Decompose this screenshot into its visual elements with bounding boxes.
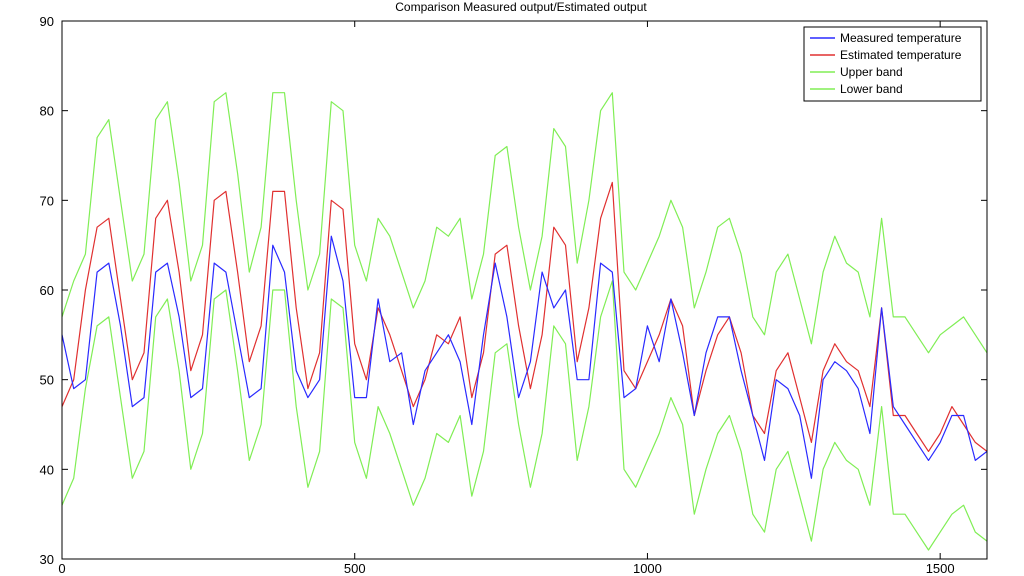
- axis-layer: 0 500 1000 1500 30 40 50 60 70 80 90: [40, 14, 987, 576]
- legend-label-measured-temperature: Measured temperature: [840, 31, 962, 45]
- plot-frame: [61, 20, 988, 560]
- series-line-estimated-temperature: [61, 181, 988, 452]
- y-tick-label: 70: [40, 193, 54, 208]
- y-tick-label: 90: [40, 14, 54, 29]
- legend-label-upper-band: Upper band: [840, 65, 903, 79]
- x-tick-label: 1500: [926, 561, 955, 576]
- series-line-measured-temperature: [61, 235, 988, 479]
- series-layer: [61, 92, 988, 551]
- legend: Measured temperature Estimated temperatur…: [803, 26, 982, 102]
- y-tick-label: 30: [40, 552, 54, 567]
- legend-label-lower-band: Lower band: [840, 82, 903, 96]
- x-tick-label: 0: [58, 561, 65, 576]
- y-tick-label: 60: [40, 283, 54, 298]
- y-tick-label: 40: [40, 462, 54, 477]
- series-line-upper-band: [61, 92, 988, 354]
- x-tick-label: 500: [344, 561, 366, 576]
- series-line-lower-band: [61, 280, 988, 551]
- y-tick-label: 50: [40, 373, 54, 388]
- chart-title: Comparison Measured output/Estimated out…: [395, 0, 647, 14]
- x-tick-label: 1000: [633, 561, 662, 576]
- legend-label-estimated-temperature: Estimated temperature: [840, 48, 962, 62]
- y-tick-label: 80: [40, 104, 54, 119]
